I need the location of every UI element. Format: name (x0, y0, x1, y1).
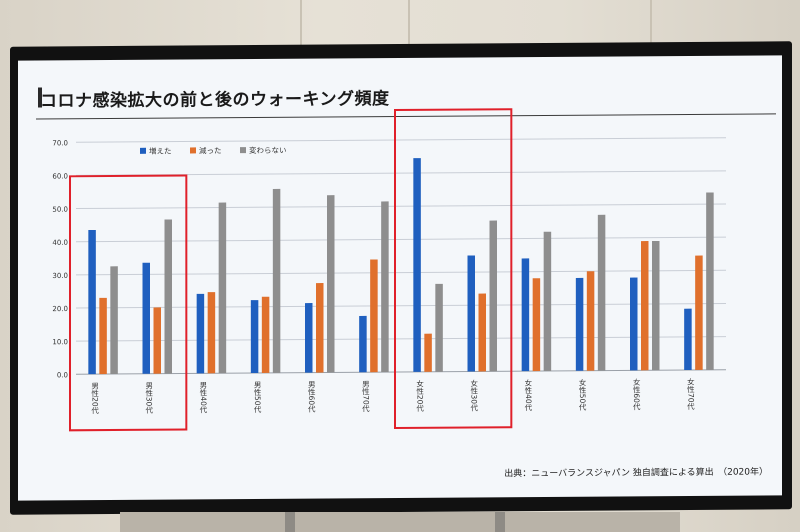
bar-increased (630, 277, 638, 371)
bar-unchanged (489, 220, 497, 372)
gridline (76, 336, 726, 342)
bar-decreased (424, 333, 432, 372)
bar-decreased (153, 307, 161, 374)
monitor-stand (120, 512, 680, 532)
bar-increased (521, 258, 530, 372)
wall-seam (300, 0, 302, 80)
bar-unchanged (164, 219, 172, 374)
x-category-label: 女性70代 (686, 377, 695, 412)
x-category-label: 女性30代 (470, 378, 479, 413)
bar-increased (684, 308, 692, 371)
bar-decreased (99, 297, 107, 375)
bar-unchanged (327, 195, 335, 373)
y-tick-label: 30.0 (52, 272, 68, 280)
legend-label: 減った (199, 145, 221, 155)
bar-decreased (586, 271, 595, 371)
bar-decreased (532, 278, 541, 372)
y-tick-label: 70.0 (52, 139, 68, 147)
tv-monitor: コロナ感染拡大の前と後のウォーキング頻度 0.0 10.0 20.0 30.0 40.0… (10, 41, 792, 515)
gridline (76, 302, 726, 309)
bar-increased (575, 277, 584, 371)
x-category-label: 女性50代 (578, 377, 587, 412)
x-category-label: 男性20代 (90, 382, 99, 416)
bar-decreased (478, 293, 486, 372)
legend-swatch (190, 147, 196, 154)
y-tick-label: 20.0 (52, 305, 68, 313)
wall-seam (408, 0, 410, 80)
x-category-label: 女性20代 (415, 378, 424, 413)
bar-increased (250, 300, 259, 374)
stand-foot (495, 512, 505, 532)
bar-decreased (207, 292, 216, 374)
stand-foot (285, 512, 295, 532)
x-category-label: 女性40代 (524, 378, 533, 413)
highlight-box (394, 108, 513, 430)
gridline (76, 236, 726, 243)
bar-unchanged (272, 188, 281, 373)
bar-unchanged (543, 231, 552, 372)
gridline (76, 137, 726, 143)
x-category-label: 女性60代 (632, 377, 641, 412)
gridline (76, 269, 726, 276)
bar-decreased (641, 241, 649, 371)
y-tick-label: 0.0 (57, 371, 68, 379)
bar-increased (467, 255, 475, 372)
presentation-screen: コロナ感染拡大の前と後のウォーキング頻度 0.0 10.0 20.0 30.0 40.0… (18, 55, 782, 501)
bar-increased (142, 262, 150, 374)
legend-label: 増えた (149, 146, 171, 156)
bar-decreased (316, 283, 324, 373)
bar-unchanged (381, 201, 389, 373)
bar-increased (305, 303, 313, 373)
y-tick-label: 60.0 (52, 172, 68, 180)
bar-decreased (370, 259, 378, 373)
bar-decreased (261, 296, 270, 373)
x-category-label: 男性70代 (361, 380, 370, 414)
walking-frequency-chart: 0.0 10.0 20.0 30.0 40.0 50.0 60.0 70.0 男性20代 男性30… (52, 108, 726, 432)
wall-seam (650, 0, 652, 80)
y-tick-label: 50.0 (52, 206, 68, 214)
bar-increased (88, 229, 96, 375)
legend-label: 変わらない (249, 145, 286, 155)
bar-decreased (695, 255, 703, 370)
y-tick-label: 40.0 (52, 239, 68, 247)
bar-unchanged (597, 214, 606, 371)
bar-increased (413, 158, 421, 372)
x-category-label: 男性50代 (253, 381, 262, 415)
x-category-label: 男性60代 (307, 380, 316, 414)
bar-unchanged (110, 266, 118, 375)
bar-unchanged (652, 240, 660, 371)
gridline (76, 369, 726, 375)
bar-unchanged (706, 192, 714, 370)
bar-unchanged (435, 283, 443, 372)
legend-swatch (240, 147, 246, 154)
x-category-label: 男性40代 (199, 381, 208, 415)
legend-swatch (140, 147, 146, 154)
gridline (76, 203, 726, 210)
x-category-label: 男性30代 (145, 381, 154, 415)
source-note: 出典：ニューバランスジャパン 独自調査による算出 （2020年） (504, 467, 768, 480)
bar-unchanged (218, 202, 227, 374)
bar-increased (196, 293, 205, 374)
y-tick-label: 10.0 (52, 338, 68, 346)
highlight-box (69, 174, 188, 432)
bar-increased (359, 315, 367, 373)
